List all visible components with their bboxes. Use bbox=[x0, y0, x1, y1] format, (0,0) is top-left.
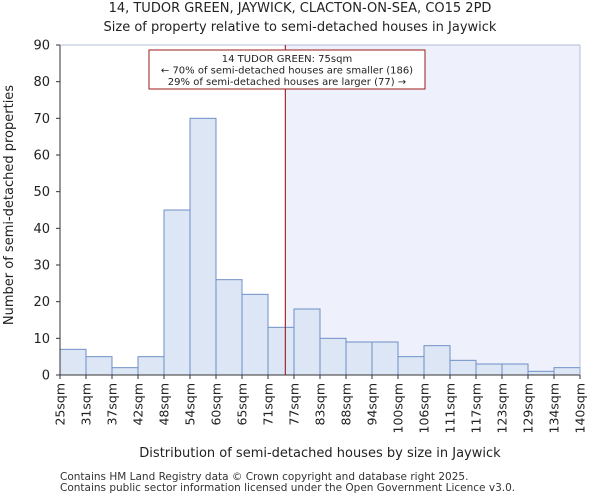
y-tick-label: 70 bbox=[33, 112, 50, 127]
histogram-bar bbox=[527, 370, 555, 376]
histogram-bar bbox=[267, 326, 295, 376]
y-tick-label: 20 bbox=[33, 295, 50, 310]
y-tick-label: 40 bbox=[33, 222, 50, 237]
annotation-line: 14 TUDOR GREEN: 75sqm bbox=[222, 54, 352, 65]
y-tick-label: 50 bbox=[33, 185, 50, 200]
chart-title: 14, TUDOR GREEN, JAYWICK, CLACTON-ON-SEA… bbox=[108, 1, 492, 16]
y-tick-label: 0 bbox=[42, 369, 50, 384]
y-tick-label: 80 bbox=[33, 75, 50, 90]
x-tick-label: 71sqm bbox=[261, 383, 276, 426]
x-tick-label: 94sqm bbox=[365, 383, 380, 426]
histogram-chart: 0 10 20 30 40 50 60 70 80 90 25sqm 31sqm 37sqm 42sqm 4… bbox=[2, 39, 588, 462]
x-tick-label: 88sqm bbox=[339, 383, 354, 426]
histogram-bar bbox=[449, 359, 477, 376]
y-tick-label: 90 bbox=[33, 39, 50, 54]
footer-licence: Contains public sector information licen… bbox=[60, 482, 516, 494]
x-tick-label: 123sqm bbox=[495, 383, 510, 433]
y-axis-title: Number of semi-detached properties bbox=[2, 85, 17, 325]
x-tick-label: 83sqm bbox=[313, 383, 328, 426]
x-tick-label: 25sqm bbox=[53, 383, 68, 426]
x-tick-label: 106sqm bbox=[417, 383, 432, 433]
annotation-box bbox=[148, 49, 426, 90]
x-tick-label: 129sqm bbox=[521, 383, 536, 433]
x-tick-label: 48sqm bbox=[157, 383, 172, 426]
annotation-line: ← 70% of semi-detached houses are smalle… bbox=[161, 66, 413, 77]
larger-region-shade bbox=[285, 45, 580, 375]
y-tick-label: 30 bbox=[33, 259, 50, 274]
x-tick-label: 111sqm bbox=[443, 383, 458, 433]
x-tick-label: 134sqm bbox=[547, 383, 562, 433]
footer-copyright: Contains HM Land Registry data © Crown c… bbox=[60, 471, 469, 483]
histogram-bar bbox=[423, 345, 451, 376]
histogram-bar bbox=[85, 356, 113, 376]
x-axis-title: Distribution of semi-detached houses by … bbox=[139, 446, 501, 461]
histogram-bar bbox=[59, 348, 87, 376]
histogram-bar bbox=[215, 279, 243, 376]
histogram-bar bbox=[163, 209, 191, 376]
x-tick-label: 37sqm bbox=[105, 383, 120, 426]
histogram-bar bbox=[397, 356, 425, 376]
histogram-bar bbox=[293, 308, 321, 376]
x-tick-label: 77sqm bbox=[287, 383, 302, 426]
chart-subtitle: Size of property relative to semi-detach… bbox=[103, 20, 497, 35]
histogram-bar bbox=[553, 367, 581, 376]
y-tick-label: 60 bbox=[33, 149, 50, 164]
x-tick-label: 42sqm bbox=[131, 383, 146, 426]
histogram-bar bbox=[241, 293, 269, 376]
x-tick-label: 65sqm bbox=[235, 383, 250, 426]
histogram-bar bbox=[475, 363, 503, 376]
histogram-bar bbox=[345, 341, 373, 376]
x-tick-label: 54sqm bbox=[183, 383, 198, 426]
histogram-bar bbox=[111, 367, 139, 376]
histogram-bar bbox=[501, 363, 529, 376]
x-tick-label: 31sqm bbox=[79, 383, 94, 426]
histogram-bar bbox=[137, 356, 165, 376]
annotation-line: 29% of semi-detached houses are larger (… bbox=[168, 77, 406, 88]
histogram-bar bbox=[371, 341, 399, 376]
x-tick-label: 100sqm bbox=[391, 383, 406, 433]
x-tick-label: 140sqm bbox=[573, 383, 588, 433]
histogram-bar bbox=[189, 117, 217, 376]
y-tick-label: 10 bbox=[33, 332, 50, 347]
x-tick-label: 117sqm bbox=[469, 383, 484, 433]
histogram-bar bbox=[319, 337, 347, 376]
x-tick-label: 60sqm bbox=[209, 383, 224, 426]
